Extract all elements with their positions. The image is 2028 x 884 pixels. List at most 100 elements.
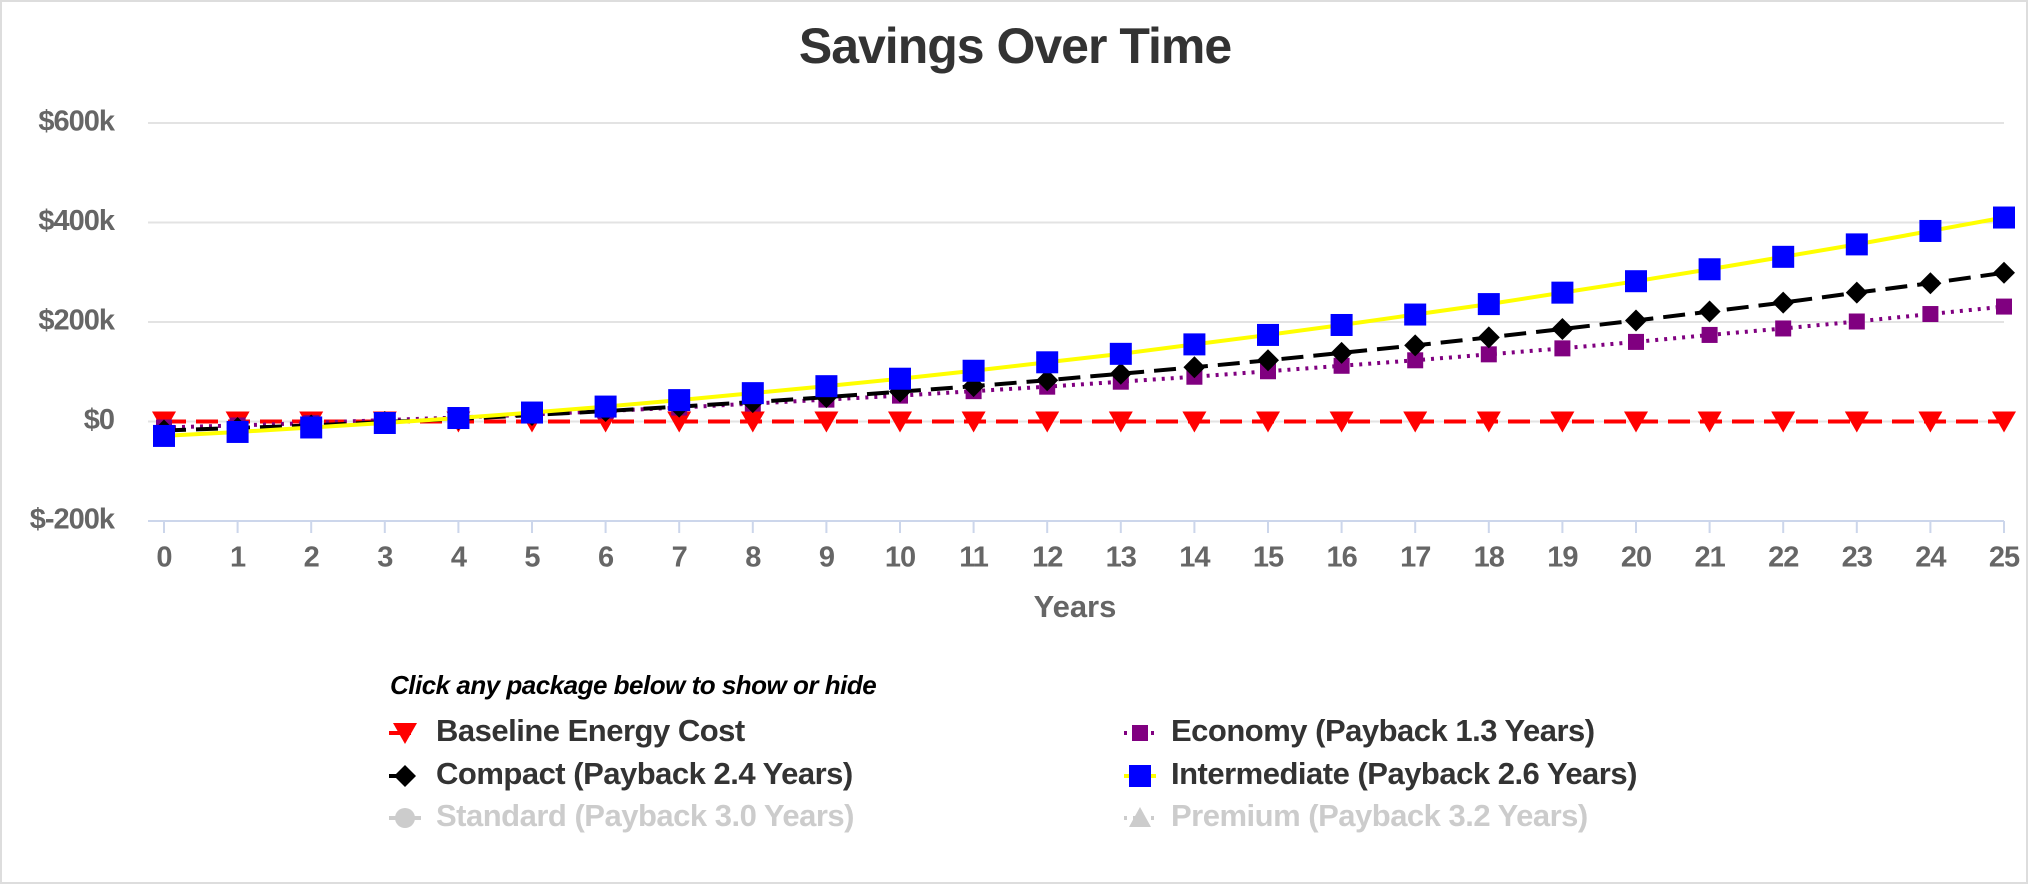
- x-tick-label: 18: [1474, 542, 1505, 574]
- data-point: [1404, 303, 1427, 326]
- legend-label: Intermediate (Payback 2.6 Years): [1171, 756, 1637, 791]
- legend-item[interactable]: Compact (Payback 2.4 Years): [389, 756, 853, 791]
- data-point: [1109, 342, 1132, 365]
- data-point: [1625, 309, 1647, 332]
- x-axis-label: Years: [1034, 589, 1117, 624]
- data-point: [1329, 411, 1354, 433]
- data-point: [300, 416, 323, 439]
- data-point: [1848, 313, 1865, 330]
- data-point: [1624, 411, 1648, 433]
- x-tick-label: 21: [1694, 542, 1725, 574]
- legend-item[interactable]: Standard (Payback 3.0 Years): [389, 798, 854, 833]
- y-tick-label: $400k: [38, 205, 116, 237]
- x-tick-label: 11: [959, 542, 989, 574]
- legend-hint: Click any package below to show or hide: [390, 670, 876, 700]
- x-tick-label: 7: [672, 542, 687, 574]
- x-tick-label: 3: [377, 542, 393, 574]
- legend-label: Standard (Payback 3.0 Years): [436, 798, 854, 833]
- legend-label: Economy (Payback 1.3 Years): [1171, 713, 1595, 748]
- data-point: [226, 420, 249, 443]
- data-point: [594, 395, 617, 418]
- data-point: [1550, 411, 1575, 433]
- data-point: [1108, 411, 1133, 433]
- data-point: [1109, 362, 1132, 385]
- data-point: [1403, 411, 1428, 433]
- legend-item[interactable]: Economy (Payback 1.3 Years): [1124, 713, 1595, 748]
- y-tick-label: $200k: [38, 305, 116, 337]
- data-point: [1992, 411, 2016, 433]
- data-point: [1477, 326, 1500, 349]
- legend-marker: [1129, 765, 1151, 787]
- data-point: [1918, 411, 1943, 433]
- legend-item[interactable]: Premium (Payback 3.2 Years): [1124, 798, 1588, 833]
- data-point: [153, 424, 175, 447]
- x-tick-label: 9: [819, 542, 835, 574]
- data-point: [668, 389, 691, 412]
- y-tick-label: $0: [84, 404, 114, 436]
- x-tick-label: 8: [745, 542, 761, 574]
- x-tick-label: 1: [230, 542, 246, 574]
- data-point: [889, 367, 911, 390]
- legend-label: Compact (Payback 2.4 Years): [436, 756, 853, 791]
- x-tick-label: 25: [1989, 542, 2020, 574]
- chart-title: Savings Over Time: [799, 18, 1231, 74]
- legend-marker: [1132, 725, 1148, 741]
- x-tick-label: 12: [1032, 542, 1062, 574]
- x-tick-label: 17: [1400, 542, 1430, 574]
- data-point: [1257, 349, 1279, 372]
- x-tick-label: 2: [304, 542, 319, 574]
- data-point: [1407, 352, 1424, 369]
- legend-label: Premium (Payback 3.2 Years): [1171, 798, 1588, 833]
- x-tick-label: 20: [1621, 542, 1651, 574]
- data-point: [1772, 291, 1795, 314]
- data-point: [1257, 323, 1279, 346]
- data-point: [961, 411, 986, 433]
- data-point: [1554, 340, 1571, 357]
- x-tick-label: 23: [1842, 542, 1873, 574]
- data-point: [741, 382, 764, 405]
- data-point: [1035, 411, 1060, 433]
- series-line: [163, 215, 2005, 438]
- data-point: [373, 411, 396, 434]
- data-point: [740, 411, 765, 433]
- data-point: [1477, 293, 1500, 316]
- data-point: [1771, 411, 1796, 433]
- data-point: [1183, 356, 1206, 379]
- data-point: [1551, 317, 1574, 340]
- data-point: [521, 401, 543, 424]
- data-point: [815, 375, 838, 398]
- data-point: [962, 359, 985, 382]
- data-point: [1182, 411, 1207, 433]
- data-point: [1480, 346, 1497, 363]
- data-point: [1844, 411, 1869, 433]
- data-point: [1183, 333, 1206, 356]
- legend-marker: [394, 765, 416, 787]
- data-point: [1845, 281, 1868, 304]
- data-point: [1996, 298, 2012, 315]
- legend-item[interactable]: Baseline Energy Cost: [389, 713, 745, 748]
- data-point: [1333, 357, 1350, 374]
- legend-item[interactable]: Intermediate (Payback 2.6 Years): [1124, 756, 1637, 791]
- data-point: [1993, 261, 2015, 284]
- data-point: [814, 411, 839, 433]
- x-tick-label: 0: [156, 542, 171, 574]
- data-point: [667, 411, 692, 433]
- x-tick-label: 16: [1326, 542, 1357, 574]
- data-point: [447, 407, 470, 430]
- x-tick-label: 10: [885, 542, 915, 574]
- data-point: [1330, 313, 1353, 336]
- data-point: [1775, 320, 1792, 337]
- data-point: [888, 411, 912, 433]
- y-tick-label: $600k: [38, 106, 116, 138]
- data-point: [1404, 334, 1427, 357]
- data-point: [1919, 219, 1942, 242]
- x-tick-label: 5: [524, 542, 540, 574]
- data-point: [1625, 270, 1647, 293]
- data-point: [1922, 306, 1939, 323]
- data-point: [1919, 272, 1942, 295]
- x-tick-label: 24: [1915, 542, 1946, 574]
- data-point: [1330, 341, 1353, 364]
- legend-label: Baseline Energy Cost: [436, 713, 745, 748]
- data-point: [1476, 411, 1501, 433]
